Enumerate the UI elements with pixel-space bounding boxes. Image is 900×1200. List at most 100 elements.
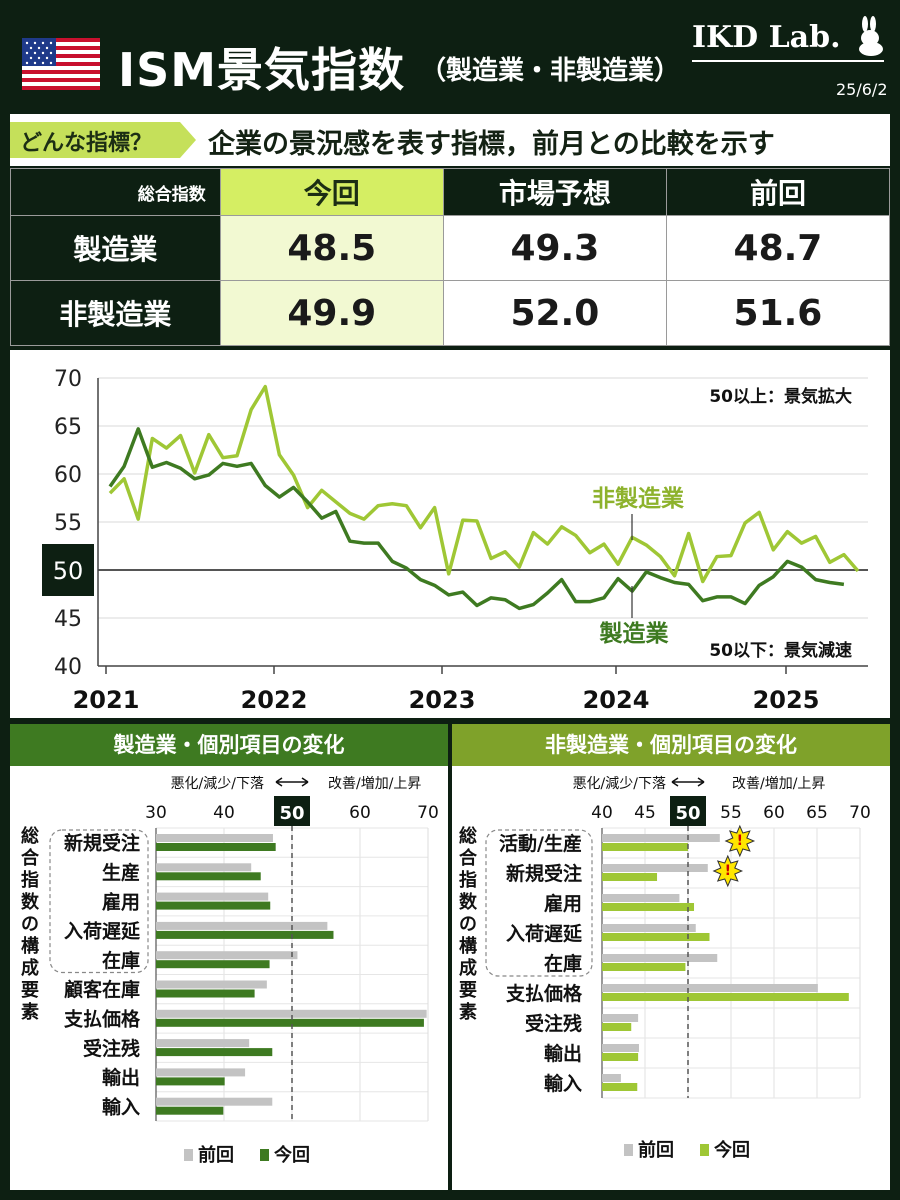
legend-swatch-previous	[624, 1144, 633, 1156]
legend-label-previous: 前回	[638, 1139, 674, 1161]
group-label-char: 構	[459, 935, 477, 957]
mfg-section-title: 製造業・個別項目の変化	[10, 724, 448, 766]
category-label: 入荷遅延	[64, 920, 141, 943]
series-line-0	[108, 384, 860, 584]
row-label-mfg: 製造業	[10, 215, 221, 281]
x-tick-label: 2024	[583, 686, 650, 714]
legend-label-current: 今回	[714, 1139, 750, 1161]
category-label: 雇用	[544, 892, 582, 915]
bar-current	[156, 901, 271, 910]
bar-previous	[602, 1014, 639, 1022]
category-label: 雇用	[102, 890, 140, 913]
y-tick-label: 45	[54, 607, 82, 632]
x-tick-label: 60	[349, 803, 371, 823]
summary-row-mfg: 製造業 48.5 49.3 48.7	[10, 215, 891, 281]
legend-swatch-current	[260, 1149, 269, 1161]
x-tick-label: 70	[417, 803, 439, 823]
group-label-char: 構	[21, 935, 39, 957]
category-label: 新規受注	[64, 832, 140, 855]
group-label-char: 成	[21, 957, 39, 979]
bar-current	[156, 960, 270, 969]
axis-label-left: 悪化/減少/下落	[171, 775, 264, 792]
x-50-badge	[670, 796, 706, 826]
description-bar: どんな指標？ 企業の景況感を表す指標，前月との比較を示す	[10, 114, 890, 166]
col-previous: 前回	[665, 168, 891, 216]
series-label-svc: 非製造業	[592, 485, 685, 512]
annotation-above: 50以上：景気拡大	[709, 386, 852, 407]
group-label-char: 素	[459, 1002, 477, 1023]
bar-current	[156, 1018, 424, 1027]
bar-previous	[156, 1009, 427, 1018]
x-tick-label: 30	[145, 803, 167, 823]
legend-swatch-current	[700, 1144, 709, 1156]
bar-current	[156, 1048, 273, 1057]
component-bracket	[485, 829, 593, 977]
y-tick-label: 40	[54, 655, 82, 680]
bar-previous	[156, 1097, 273, 1106]
bar-previous	[156, 921, 328, 930]
warning-icon	[712, 854, 744, 888]
group-label-char: 合	[21, 847, 40, 869]
category-label: 輸出	[102, 1066, 140, 1089]
category-label: 輸出	[544, 1042, 582, 1065]
bar-previous	[602, 864, 708, 872]
header: ISM景気指数 （製造業・非製造業） IKD Lab. 25/6/2	[0, 0, 900, 112]
bar-current	[156, 989, 255, 998]
group-label-char: 素	[21, 1002, 39, 1023]
mfg-current: 48.5	[219, 215, 444, 281]
category-label: 新規受注	[506, 862, 582, 885]
bar-current	[156, 843, 276, 851]
page-subtitle: （製造業・非製造業）	[420, 56, 681, 86]
page-title: ISM景気指数	[118, 43, 406, 97]
bar-previous	[156, 951, 298, 960]
x-50-badge	[274, 796, 310, 826]
axis-label-right: 改善/増加/上昇	[328, 776, 421, 792]
brand-logo: IKD Lab.	[692, 20, 841, 55]
x-tick-label: 2022	[241, 686, 308, 714]
row-label-svc: 非製造業	[10, 280, 221, 346]
group-label-char: 成	[459, 957, 477, 979]
bar-current	[602, 873, 658, 881]
bar-current	[602, 993, 849, 1001]
category-label: 在庫	[102, 949, 140, 972]
svc-forecast: 52.0	[442, 280, 667, 346]
bar-current	[156, 1077, 225, 1086]
category-label: 輸入	[544, 1072, 582, 1095]
svc-current: 49.9	[219, 280, 444, 346]
bar-current	[602, 843, 688, 851]
category-label: 受注残	[83, 1037, 140, 1060]
rabbit-icon	[859, 16, 883, 56]
line-chart: 40 45 50 55 60 65 70 2021 2022 2023 2024 2025 非製造業製造…	[42, 367, 868, 714]
bar-current	[602, 1023, 632, 1031]
svc-section-title: 非製造業・個別項目の変化	[452, 724, 890, 766]
x-tick-label: 2025	[753, 686, 820, 714]
col-current: 今回	[219, 168, 444, 216]
x-tick-label: 50	[279, 803, 304, 824]
group-label-char: 数	[459, 891, 478, 913]
series-label-mfg: 製造業	[599, 620, 670, 647]
axis-label-left: 悪化/減少/下落	[573, 775, 666, 792]
bar-previous	[602, 834, 720, 842]
category-label: 支払価格	[505, 982, 583, 1005]
y-tick-label: 65	[54, 415, 82, 440]
double-arrow-icon	[671, 777, 705, 787]
group-label-char: 合	[459, 847, 478, 869]
bar-previous	[156, 863, 252, 872]
bar-previous	[156, 1068, 246, 1077]
group-label-char: の	[459, 914, 477, 935]
y-tick-label: 60	[54, 463, 82, 488]
bar-previous	[602, 984, 818, 992]
bar-current	[602, 963, 686, 971]
legend-label-previous: 前回	[198, 1144, 234, 1166]
group-label-char: 数	[21, 891, 40, 913]
legend-swatch-previous	[184, 1149, 193, 1161]
bar-previous	[156, 834, 273, 842]
category-label: 輸入	[102, 1095, 140, 1118]
x-tick-label: 60	[763, 803, 785, 823]
bar-current	[156, 872, 261, 881]
series-line-1	[108, 427, 845, 611]
warning-icon	[724, 824, 756, 858]
warning-mark: !	[725, 863, 731, 879]
category-label: 受注残	[525, 1012, 582, 1035]
summary-table: 総合指数 今回 市場予想 前回 製造業 48.5 49.3 48.7 非製造業 …	[10, 168, 891, 346]
